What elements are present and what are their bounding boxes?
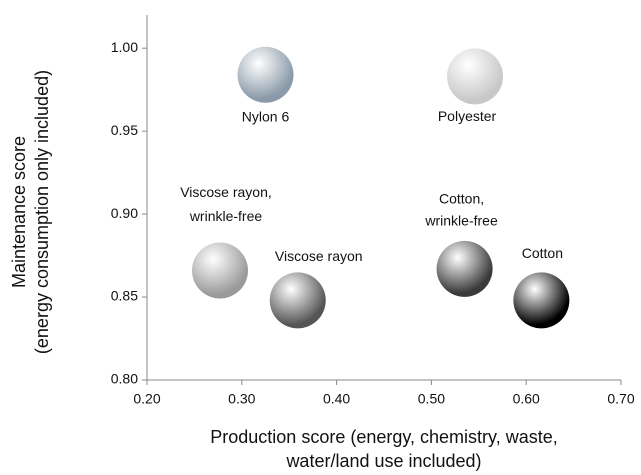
bubble	[270, 272, 326, 328]
y-tick-label: 0.80	[111, 371, 138, 387]
x-tick-label: 0.40	[323, 391, 350, 407]
y-tick-label: 0.90	[111, 205, 138, 221]
y-tick-label: 0.95	[111, 122, 138, 138]
x-axis-title: Production score (energy, chemistry, was…	[210, 427, 557, 447]
chart: 0.80 0.85 0.90 0.95 1.00 0.20 0.30 0.40 0.50 0.60…	[0, 0, 641, 475]
x-axis-title: water/land use included)	[285, 451, 481, 471]
bubble	[238, 47, 294, 103]
point-label: Polyester	[438, 108, 497, 124]
bubble	[447, 48, 503, 104]
y-tick-label: 0.85	[111, 288, 138, 304]
bubble	[192, 243, 248, 299]
y-tick-label: 1.00	[111, 39, 138, 55]
point-label: Cotton,	[439, 191, 484, 207]
y-axis-title: (energy consumption only included)	[32, 70, 52, 354]
y-axis-title: Maintenance score	[9, 136, 29, 288]
point-label: Nylon 6	[242, 108, 290, 124]
bubble	[513, 272, 569, 328]
x-tick-label: 0.70	[607, 391, 634, 407]
x-tick-label: 0.60	[513, 391, 540, 407]
point-label: wrinkle-free	[189, 208, 263, 224]
point-label: Cotton	[522, 245, 563, 261]
x-tick-label: 0.30	[228, 391, 255, 407]
x-tick-label: 0.20	[133, 391, 160, 407]
point-label: Viscose rayon,	[180, 184, 272, 200]
point-label: Viscose rayon	[275, 248, 363, 264]
x-tick-label: 0.50	[418, 391, 445, 407]
bubble	[437, 241, 493, 297]
point-label: wrinkle-free	[424, 213, 498, 229]
